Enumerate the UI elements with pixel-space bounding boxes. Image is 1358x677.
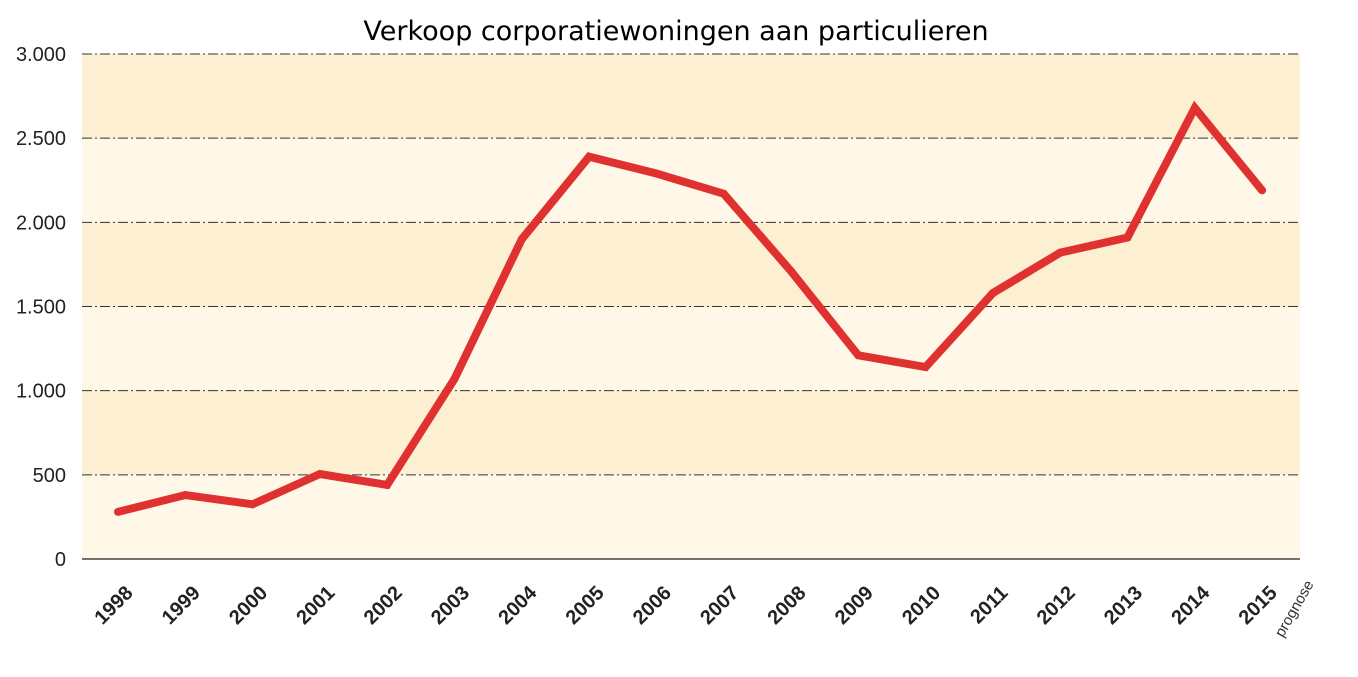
data-point (652, 169, 661, 178)
data-point (450, 374, 459, 383)
x-tick-label: 2002 (360, 582, 407, 629)
series-line (117, 100, 1266, 516)
x-axis-ticks: 1998 1999 2000 2001 2002 2003 2004 2005 2006 2007… (91, 581, 1282, 629)
x-tick-label: 2015 (1235, 582, 1282, 629)
data-point (921, 363, 930, 372)
annotation-label: prognose (1272, 578, 1318, 641)
background-band (82, 222, 1300, 307)
data-point (1123, 233, 1132, 242)
data-point (315, 469, 324, 478)
data-point (181, 491, 190, 500)
x-tick-label: 2009 (831, 582, 878, 629)
x-tick-label: 2012 (1033, 582, 1080, 629)
x-tick-label: 1999 (158, 582, 205, 629)
data-point (787, 267, 795, 276)
data-point (1190, 103, 1199, 112)
background-band (82, 54, 1300, 139)
y-tick-label: 1.500 (16, 297, 66, 319)
data-points (114, 103, 1267, 516)
x-tick-label: 2001 (292, 582, 339, 629)
gridlines (82, 53, 1300, 476)
data-point (719, 189, 728, 198)
x-tick-label: 2003 (427, 582, 474, 629)
x-tick-label: 2006 (629, 582, 676, 629)
x-tick-label: 2008 (764, 582, 811, 629)
y-tick-label: 500 (33, 465, 66, 487)
x-tick-label: 2013 (1100, 582, 1147, 629)
data-point (248, 500, 257, 509)
annotations: prognose (1272, 578, 1318, 641)
y-tick-label: 1.000 (16, 381, 66, 403)
background-band (82, 390, 1300, 475)
x-tick-label: 2000 (225, 582, 272, 629)
x-tick-label: 2005 (562, 582, 609, 629)
data-point (114, 507, 122, 516)
chart-title: Verkoop corporatiewoningen aan particuli… (363, 16, 988, 47)
data-point (383, 480, 392, 489)
data-point (988, 289, 997, 298)
x-tick-label: 2014 (1167, 581, 1215, 629)
data-point (585, 152, 594, 161)
y-tick-label: 0 (55, 549, 66, 571)
y-tick-label: 3.000 (16, 44, 66, 66)
x-tick-label: 1998 (91, 582, 138, 629)
x-tick-label: 2010 (898, 582, 945, 629)
data-point (854, 351, 863, 360)
x-tick-label: 2004 (494, 581, 542, 629)
x-tick-label: 2007 (696, 582, 743, 629)
y-axis-ticks: 0 500 1.000 1.500 2.000 2.500 3.000 (16, 44, 66, 571)
y-tick-label: 2.000 (16, 212, 66, 234)
background-band (82, 306, 1300, 391)
y-tick-label: 2.500 (16, 128, 66, 150)
data-point (1056, 248, 1065, 257)
data-point (1258, 186, 1267, 195)
background-band (82, 474, 1300, 559)
data-point (517, 235, 526, 244)
x-tick-label: 2011 (966, 582, 1012, 628)
